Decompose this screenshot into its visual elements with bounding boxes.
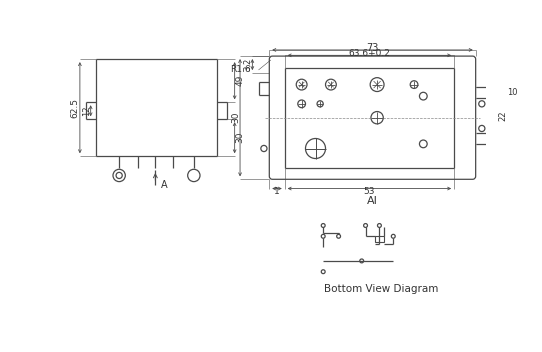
Text: 63.6+0.2: 63.6+0.2 (349, 49, 390, 57)
Text: A: A (161, 180, 167, 190)
Text: 10: 10 (507, 88, 518, 97)
Text: 1: 1 (274, 187, 280, 196)
Text: 62.5: 62.5 (70, 98, 79, 118)
Text: Bottom View Diagram: Bottom View Diagram (324, 284, 438, 294)
Text: AI: AI (367, 196, 378, 206)
Bar (375, 236, 384, 243)
Text: R1.6: R1.6 (230, 65, 251, 75)
Text: 12: 12 (82, 106, 91, 116)
Text: 22: 22 (499, 110, 508, 121)
Text: 53: 53 (364, 187, 375, 196)
Text: 73: 73 (366, 43, 379, 53)
Text: 30: 30 (231, 112, 240, 124)
Text: 3.2: 3.2 (243, 58, 252, 71)
Text: 30: 30 (236, 132, 244, 144)
Text: 49: 49 (236, 75, 244, 87)
